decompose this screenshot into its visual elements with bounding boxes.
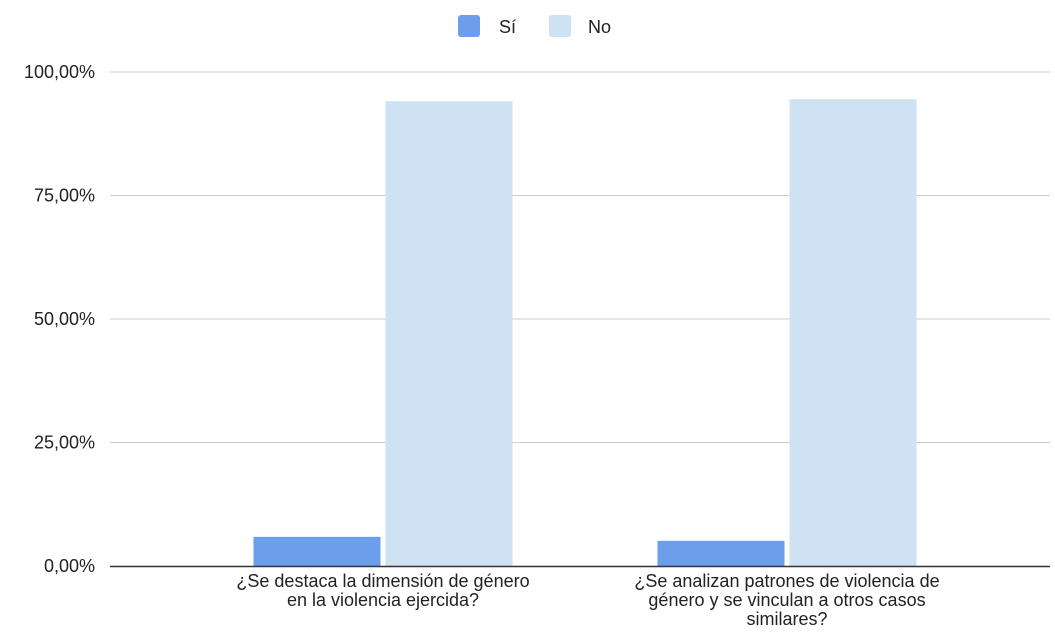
category-labels: ¿Se destaca la dimensión de género en la … <box>236 571 939 629</box>
category-label-line: similares? <box>746 609 827 629</box>
bar-no <box>789 99 917 567</box>
legend-label: Sí <box>499 17 516 37</box>
legend-label: No <box>588 17 611 37</box>
bar-si <box>657 540 785 566</box>
category-label-line: ¿Se analizan patrones de violencia de <box>634 571 939 591</box>
y-tick-label: 100,00% <box>24 62 95 82</box>
y-tick-label: 0,00% <box>44 556 95 576</box>
bar-si <box>253 536 381 566</box>
y-tick-label: 50,00% <box>34 309 95 329</box>
y-tick-labels: 0,00% 25,00% 50,00% 75,00% 100,00% <box>24 62 95 576</box>
bars <box>253 99 917 567</box>
category-label: ¿Se destaca la dimensión de género en la … <box>236 571 529 610</box>
y-tick-label: 75,00% <box>34 186 95 206</box>
legend-swatch <box>458 15 480 37</box>
category-label-line: género y se vinculan a otros casos <box>648 590 925 610</box>
category-label: ¿Se analizan patrones de violencia de gén… <box>634 571 939 629</box>
legend: Sí No <box>458 15 611 37</box>
category-label-line: ¿Se destaca la dimensión de género <box>236 571 529 591</box>
bar-no <box>385 101 513 567</box>
legend-swatch <box>549 15 571 37</box>
y-tick-label: 25,00% <box>34 433 95 453</box>
category-label-line: en la violencia ejercida? <box>287 590 479 610</box>
